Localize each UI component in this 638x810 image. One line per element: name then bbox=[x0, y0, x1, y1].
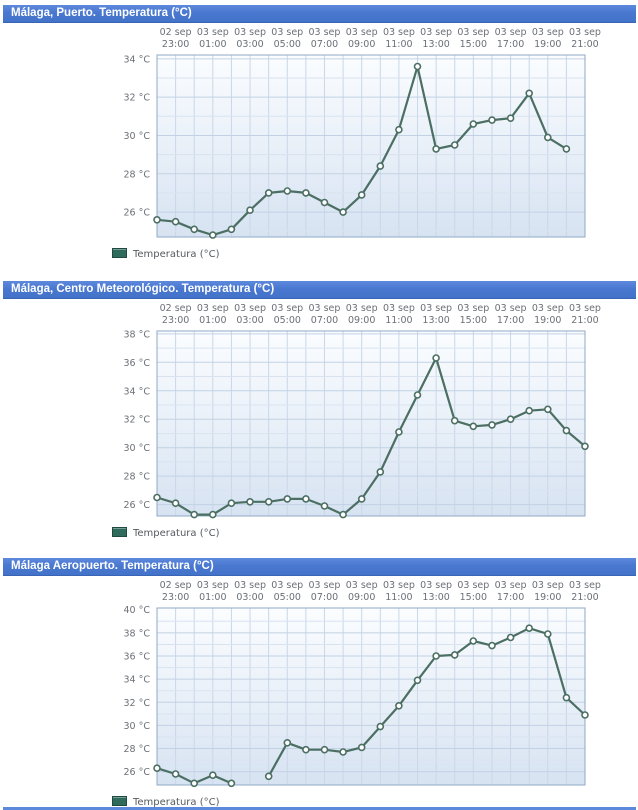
svg-text:26 °C: 26 °C bbox=[124, 208, 151, 219]
svg-text:34 °C: 34 °C bbox=[124, 386, 151, 397]
svg-text:28 °C: 28 °C bbox=[124, 744, 151, 755]
svg-text:38 °C: 38 °C bbox=[124, 628, 151, 639]
chart-title-bar: Málaga Aeropuerto. Temperatura (°C) bbox=[3, 558, 636, 576]
legend: Temperatura (°C) bbox=[112, 521, 220, 539]
legend-label: Temperatura (°C) bbox=[133, 528, 220, 539]
chart-section-malaga-aeropuerto: Málaga Aeropuerto. Temperatura (°C) 02 s… bbox=[0, 558, 638, 808]
chart-title-bar: Málaga, Puerto. Temperatura (°C) bbox=[3, 5, 636, 23]
svg-text:26 °C: 26 °C bbox=[124, 500, 151, 511]
svg-text:26 °C: 26 °C bbox=[124, 767, 151, 778]
svg-text:28 °C: 28 °C bbox=[124, 472, 151, 483]
svg-text:30 °C: 30 °C bbox=[124, 131, 151, 142]
svg-text:34 °C: 34 °C bbox=[124, 675, 151, 686]
next-section-bar-partial bbox=[3, 807, 636, 810]
legend-label: Temperatura (°C) bbox=[133, 249, 220, 260]
svg-text:38 °C: 38 °C bbox=[124, 329, 151, 340]
chart-title: Málaga, Puerto. Temperatura (°C) bbox=[11, 7, 192, 19]
svg-text:40 °C: 40 °C bbox=[124, 605, 151, 616]
svg-text:30 °C: 30 °C bbox=[124, 721, 151, 732]
legend: Temperatura (°C) bbox=[112, 242, 220, 260]
svg-text:36 °C: 36 °C bbox=[124, 652, 151, 663]
legend-swatch-icon bbox=[112, 527, 127, 537]
svg-text:32 °C: 32 °C bbox=[124, 698, 151, 709]
svg-text:32 °C: 32 °C bbox=[124, 93, 151, 104]
chart-title: Málaga Aeropuerto. Temperatura (°C) bbox=[11, 560, 214, 572]
svg-text:32 °C: 32 °C bbox=[124, 415, 151, 426]
svg-text:34 °C: 34 °C bbox=[124, 54, 151, 65]
svg-text:28 °C: 28 °C bbox=[124, 169, 151, 180]
chart-title: Málaga, Centro Meteorológico. Temperatur… bbox=[11, 283, 275, 295]
svg-text:30 °C: 30 °C bbox=[124, 443, 151, 454]
svg-text:36 °C: 36 °C bbox=[124, 358, 151, 369]
legend-label: Temperatura (°C) bbox=[133, 797, 220, 808]
legend-swatch-icon bbox=[112, 248, 127, 258]
chart-title-bar: Málaga, Centro Meteorológico. Temperatur… bbox=[3, 281, 636, 299]
chart-section-malaga-puerto: Málaga, Puerto. Temperatura (°C) 02 sep 2… bbox=[0, 5, 638, 275]
chart-section-malaga-centro-meteorologico: Málaga, Centro Meteorológico. Temperatur… bbox=[0, 281, 638, 552]
legend-swatch-icon bbox=[112, 796, 127, 806]
legend: Temperatura (°C) bbox=[112, 790, 220, 808]
